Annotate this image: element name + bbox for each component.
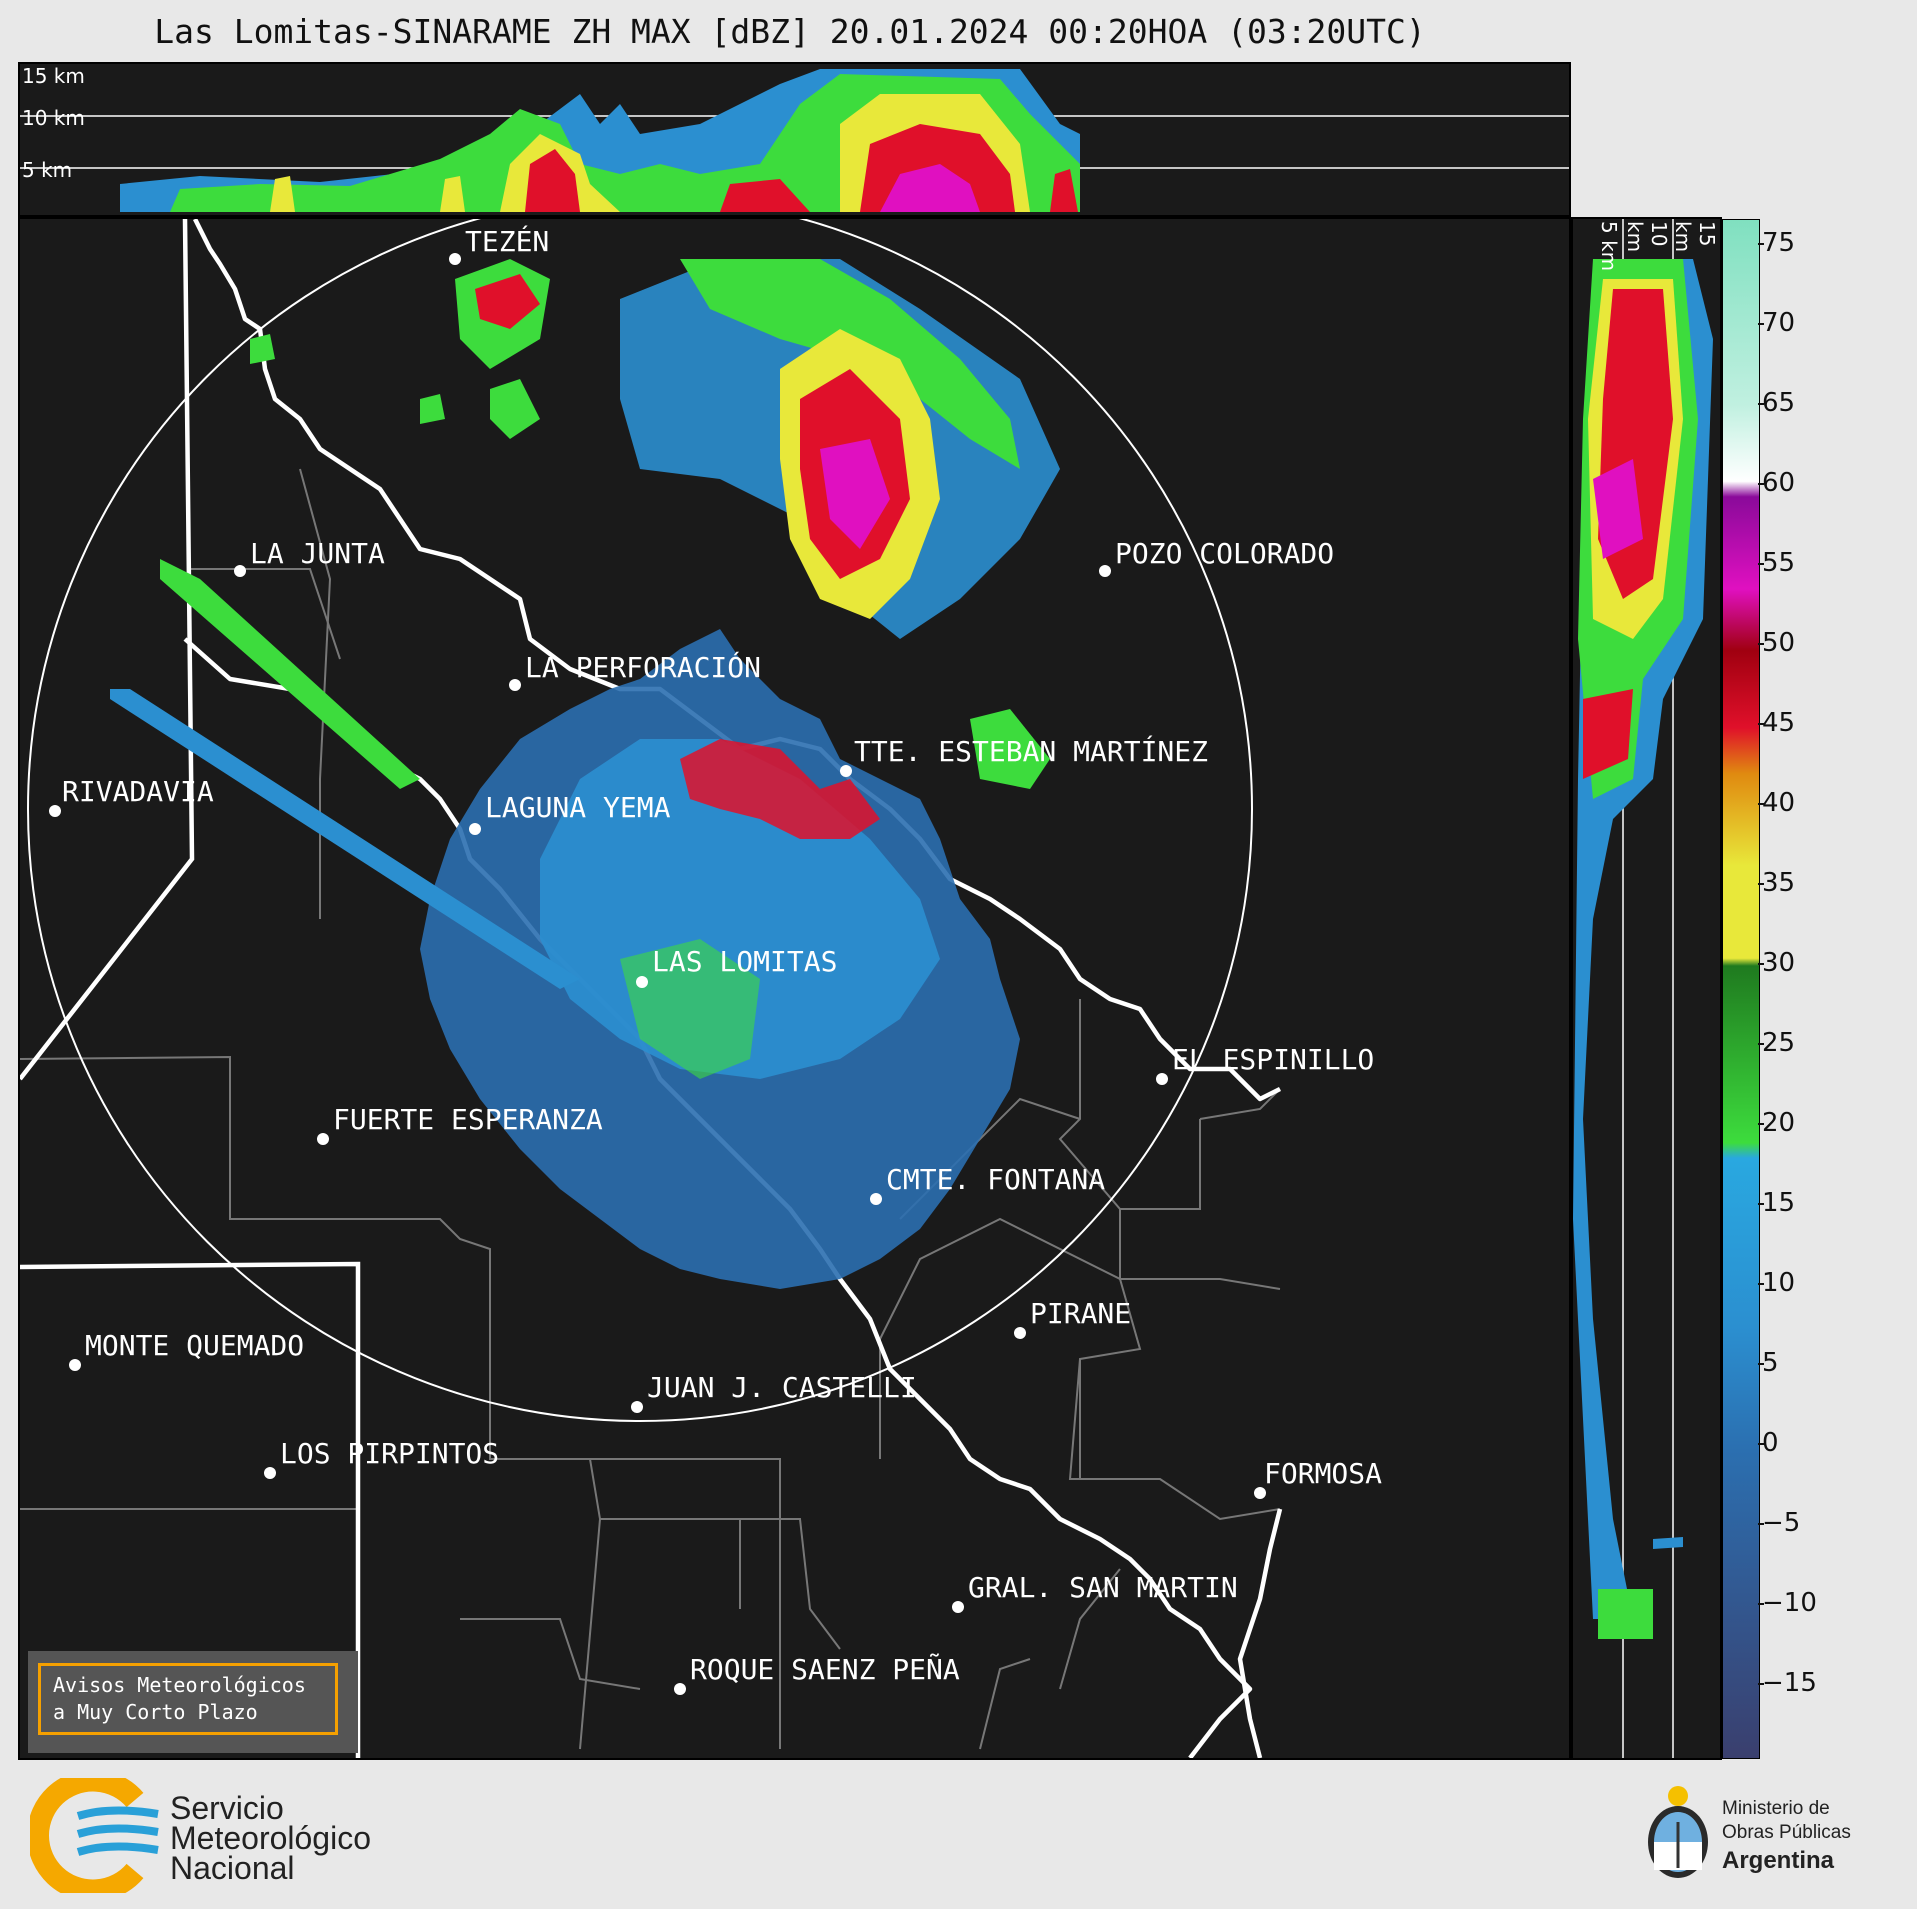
city-label-los-pirpintos: LOS PIRPINTOS <box>280 1437 499 1470</box>
radar-map-svg: TEZÉN LA JUNTA POZO COLORADO LA PERFORAC… <box>20 219 1382 1758</box>
aviso-inner: Avisos Meteorológicos a Muy Corto Plazo <box>38 1663 338 1735</box>
smn-line-3: Nacional <box>170 1850 295 1886</box>
side-height-label-5km: 5 km <box>1597 221 1621 272</box>
aviso-line-1: Avisos Meteorológicos <box>53 1673 306 1697</box>
city-label-rivadavia: RIVADAVIA <box>62 775 214 808</box>
page-title: Las Lomitas-SINARAME ZH MAX [dBZ] 20.01.… <box>154 12 1426 51</box>
colorbar-tick-label: −5 <box>1757 1508 1801 1538</box>
city-label-tezen: TEZÉN <box>465 224 549 258</box>
top-echo-band <box>120 69 1080 212</box>
department-boundaries <box>20 468 1281 1750</box>
city-label-formosa: FORMOSA <box>1264 1457 1382 1490</box>
ministerio-line-2: Obras Públicas <box>1722 1822 1851 1843</box>
side-height-label-10km: 10 km <box>1623 221 1671 253</box>
top-cross-section-panel: 15 km 10 km 5 km <box>18 62 1571 217</box>
colorbar-tick-label: 10 <box>1757 1268 1796 1298</box>
dbz-colorbar <box>1722 219 1760 1759</box>
side-cross-section-svg <box>1573 219 1713 1758</box>
city-label-gral-san-martin: GRAL. SAN MARTIN <box>968 1571 1238 1604</box>
city-label-el-espinillo: EL ESPINILLO <box>1172 1043 1374 1076</box>
city-label-roque-saenz-pena: ROQUE SAENZ PEÑA <box>690 1652 960 1686</box>
city-markers <box>49 253 1266 1695</box>
colorbar-tick-label: 70 <box>1757 308 1796 338</box>
side-echo-band <box>1573 259 1713 1639</box>
radar-map-panel: TEZÉN LA JUNTA POZO COLORADO LA PERFORAC… <box>18 217 1571 1760</box>
colorbar-tick-label: 45 <box>1757 708 1796 738</box>
top-height-label-5km: 5 km <box>22 158 73 182</box>
city-label-la-perforacion: LA PERFORACIÓN <box>525 650 761 684</box>
colorbar-tick-label: 20 <box>1757 1108 1796 1138</box>
aviso-line-2: a Muy Corto Plazo <box>53 1700 258 1724</box>
radar-echoes <box>110 259 1060 1289</box>
city-label-pozo-colorado: POZO COLORADO <box>1115 537 1334 570</box>
colorbar-tick-label: 40 <box>1757 788 1796 818</box>
city-label-cmte-fontana: CMTE. FONTANA <box>886 1163 1105 1196</box>
city-label-monte-quemado: MONTE QUEMADO <box>85 1329 304 1362</box>
colorbar-tick-label: 0 <box>1758 1428 1779 1458</box>
side-height-label-15km: 15 km <box>1671 221 1719 253</box>
ministerio-line-1: Ministerio de <box>1722 1798 1830 1819</box>
colorbar-tick-label: 30 <box>1757 948 1796 978</box>
colorbar-tick-label: 65 <box>1757 388 1796 418</box>
colorbar-tick-label: 50 <box>1757 628 1796 658</box>
colorbar-tick-label: 5 <box>1758 1348 1779 1378</box>
side-cross-section-panel: 5 km 10 km 15 km <box>1571 217 1722 1760</box>
top-height-label-10km: 10 km <box>22 106 85 130</box>
province-boundaries <box>20 219 361 1758</box>
smn-logo-icon <box>30 1778 159 1893</box>
city-label-fuerte-esperanza: FUERTE ESPERANZA <box>333 1103 603 1136</box>
city-label-tte-esteban-martinez: TTE. ESTEBAN MARTÍNEZ <box>854 734 1208 768</box>
top-cross-section-svg <box>20 69 1569 212</box>
top-height-label-15km: 15 km <box>22 64 85 88</box>
range-ring <box>27 219 1253 1422</box>
colorbar-tick-label: −15 <box>1758 1668 1817 1698</box>
argentina-coat-of-arms-icon <box>1648 1786 1708 1878</box>
city-label-pirane: PIRANE <box>1030 1297 1131 1330</box>
aviso-box[interactable]: Avisos Meteorológicos a Muy Corto Plazo <box>28 1651 358 1753</box>
colorbar-tick-label: 35 <box>1757 868 1796 898</box>
colorbar-tick-label: −10 <box>1758 1588 1817 1618</box>
city-label-juan-j-castelli: JUAN J. CASTELLI <box>647 1371 917 1404</box>
city-labels: TEZÉN LA JUNTA POZO COLORADO LA PERFORAC… <box>62 224 1382 1686</box>
smn-line-2: Meteorológico <box>170 1820 371 1856</box>
smn-line-1: Servicio <box>170 1790 284 1826</box>
city-label-laguna-yema: LAGUNA YEMA <box>485 791 671 824</box>
city-label-la-junta: LA JUNTA <box>250 537 385 570</box>
colorbar-tick-label: 60 <box>1757 468 1796 498</box>
colorbar-tick-label: 15 <box>1757 1188 1796 1218</box>
colorbar-tick-label: 55 <box>1757 548 1796 578</box>
city-label-las-lomitas: LAS LOMITAS <box>652 945 837 978</box>
colorbar-tick-label: 25 <box>1757 1028 1796 1058</box>
colorbar-tick-label: 75 <box>1757 228 1796 258</box>
ministerio-line-3: Argentina <box>1722 1847 1835 1874</box>
